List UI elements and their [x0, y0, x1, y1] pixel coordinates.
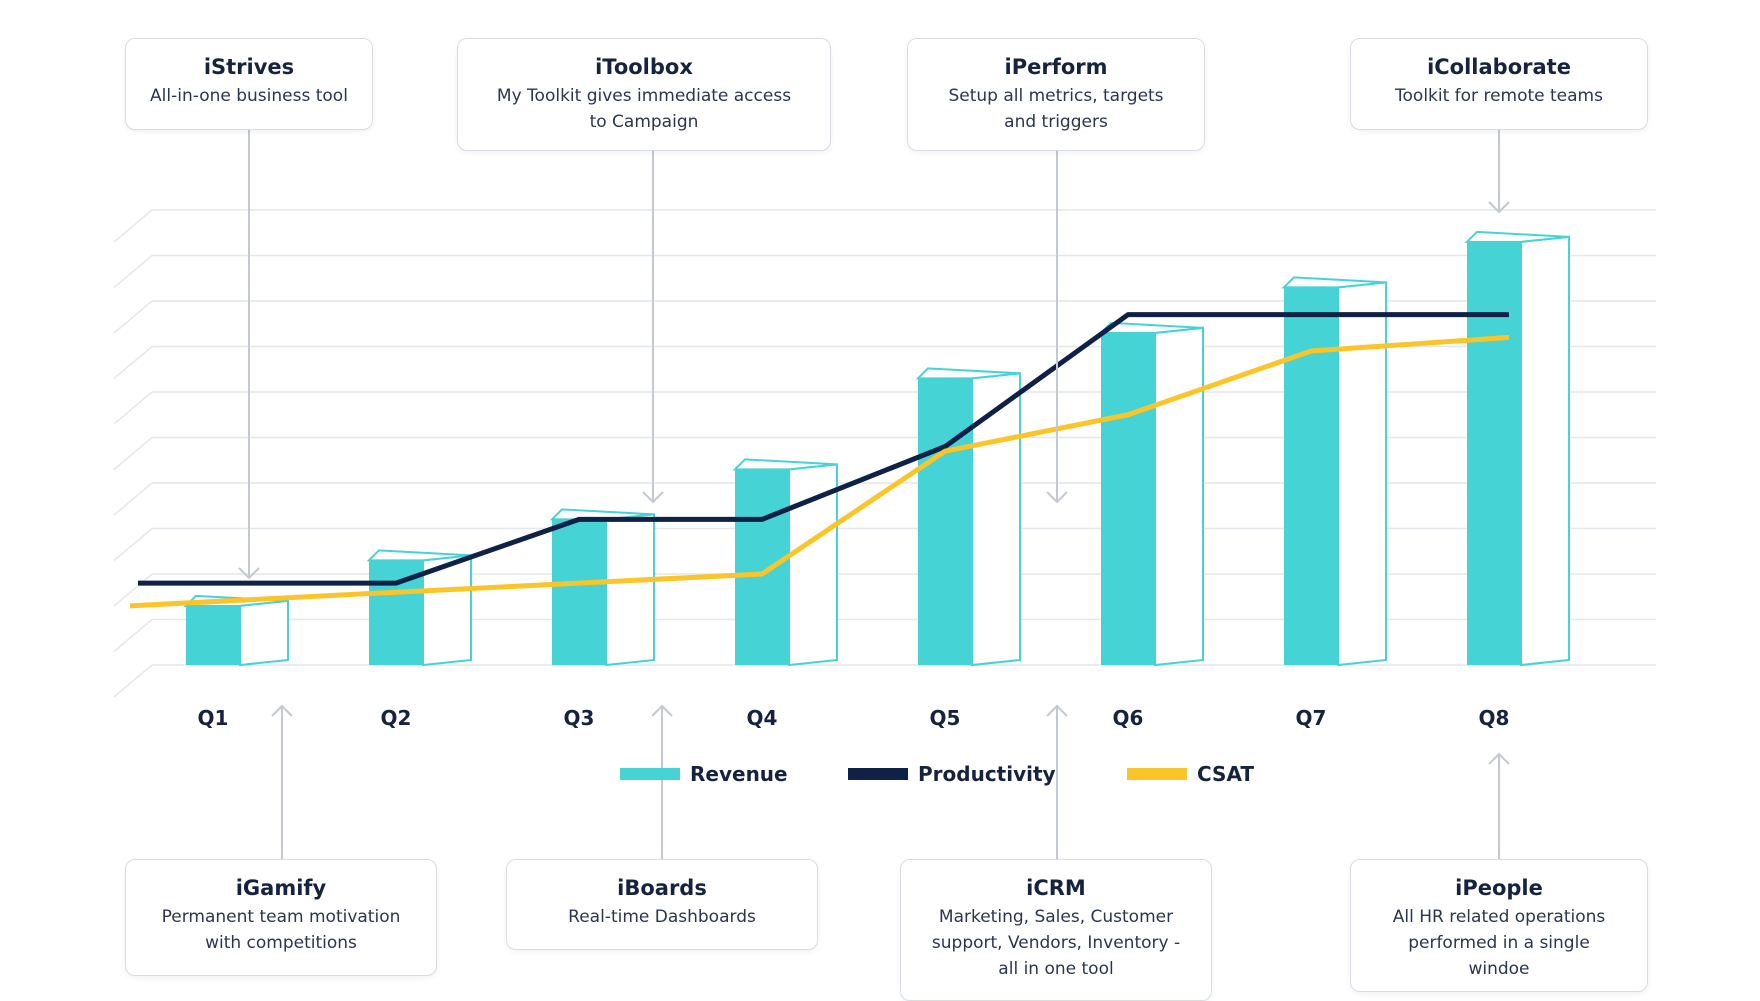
card-title: iToolbox [595, 55, 693, 79]
gridline-perspective [113, 254, 153, 289]
card-desc-line: all in one tool [998, 959, 1114, 979]
card-description: Toolkit for remote teams [1351, 83, 1647, 109]
card-description: Permanent team motivation with competiti… [126, 904, 436, 956]
card-description: My Toolkit gives immediate access to Cam… [458, 83, 830, 135]
revenue-bar [1467, 241, 1521, 665]
x-tick-label: Q4 [747, 706, 778, 730]
card-desc-line: My Toolkit gives immediate access [496, 86, 792, 106]
revenue-bar [186, 605, 240, 665]
card-title: iGamify [235, 876, 327, 900]
card-desc-line: support, Vendors, Inventory - [931, 933, 1181, 953]
card-title: iBoards [617, 876, 707, 900]
gridline-perspective [113, 436, 153, 471]
card-title: iPeople [1455, 876, 1543, 900]
up-arrow-icon [271, 704, 293, 717]
legend-swatch [1127, 768, 1187, 780]
card-icrm: iCRM Marketing, Sales, Customer support,… [900, 859, 1212, 1001]
revenue-bar [918, 378, 972, 665]
revenue-bar [1284, 287, 1338, 665]
x-tick-label: Q7 [1296, 706, 1327, 730]
csat-line [129, 334, 1510, 609]
card-title: iPerform [1004, 55, 1108, 79]
down-arrow-icon [642, 491, 664, 504]
revenue-bar-side [239, 599, 289, 667]
card-title: iStrives [203, 55, 295, 79]
revenue-bar-side [1154, 326, 1204, 667]
gridline-perspective [113, 482, 153, 516]
x-tick-label: Q3 [564, 706, 595, 730]
card-description: Setup all metrics, targets and triggers [908, 83, 1204, 135]
card-iboards: iBoards Real-time Dashboards [506, 859, 818, 950]
card-title: iCRM [1026, 876, 1086, 900]
revenue-bar-side [971, 372, 1021, 667]
gridline-perspective [113, 345, 153, 380]
card-desc-line: to Campaign [589, 112, 699, 132]
card-description: Real-time Dashboards [507, 904, 817, 930]
card-title: iCollaborate [1427, 55, 1571, 79]
gridline-perspective [113, 391, 153, 425]
up-arrow-icon [1046, 704, 1068, 717]
card-desc-line: Permanent team motivation [161, 907, 401, 927]
card-desc-line: performed in a single [1408, 933, 1590, 953]
card-iperform: iPerform Setup all metrics, targets and … [907, 38, 1205, 151]
legend-swatch [620, 768, 680, 780]
card-desc-line: with competitions [205, 933, 357, 953]
card-desc-line: windoe [1468, 959, 1530, 979]
x-tick-label: Q5 [930, 706, 961, 730]
revenue-bar [735, 469, 789, 665]
x-tick-label: Q8 [1479, 706, 1510, 730]
productivity-line [138, 312, 1509, 586]
revenue-bar-side [1520, 235, 1570, 667]
down-arrow-icon [1488, 201, 1510, 214]
card-istrives: iStrives All-in-one business tool [125, 38, 373, 130]
card-ipeople: iPeople All HR related operations perfor… [1350, 859, 1648, 992]
card-igamify: iGamify Permanent team motivation with c… [125, 859, 437, 976]
gridline-perspective [113, 618, 153, 653]
down-arrow-icon [238, 567, 260, 580]
revenue-bar [1101, 332, 1155, 665]
revenue-bar-side [605, 513, 655, 667]
legend-label: Revenue [690, 762, 788, 786]
legend-swatch [848, 768, 908, 780]
card-description: All HR related operations performed in a… [1351, 904, 1647, 982]
card-desc-line: Toolkit for remote teams [1395, 86, 1603, 106]
gridline-perspective [113, 527, 153, 562]
card-desc-line: Real-time Dashboards [568, 907, 756, 927]
x-tick-label: Q1 [198, 706, 229, 730]
up-arrow-icon [1488, 752, 1510, 765]
revenue-bar-side [1337, 281, 1387, 667]
card-desc-line: All HR related operations [1392, 907, 1606, 927]
card-itoolbox: iToolbox My Toolkit gives immediate acce… [457, 38, 831, 151]
card-description: Marketing, Sales, Customer support, Vend… [901, 904, 1211, 982]
gridline-perspective [113, 209, 153, 243]
card-desc-line: and triggers [1004, 112, 1108, 132]
card-desc-line: All-in-one business tool [150, 86, 348, 106]
card-desc-line: Marketing, Sales, Customer [938, 907, 1174, 927]
card-description: All-in-one business tool [126, 83, 372, 109]
legend-label: CSAT [1197, 762, 1254, 786]
gridline-perspective [113, 300, 153, 334]
gridline-perspective [113, 664, 153, 698]
gridline-perspective [113, 573, 153, 607]
legend-label: Productivity [918, 762, 1056, 786]
x-tick-label: Q2 [381, 706, 412, 730]
card-desc-line: Setup all metrics, targets [948, 86, 1164, 106]
x-tick-label: Q6 [1113, 706, 1144, 730]
revenue-bar [552, 519, 606, 665]
up-arrow-icon [651, 704, 673, 717]
down-arrow-icon [1046, 491, 1068, 504]
card-icollaborate: iCollaborate Toolkit for remote teams [1350, 38, 1648, 130]
